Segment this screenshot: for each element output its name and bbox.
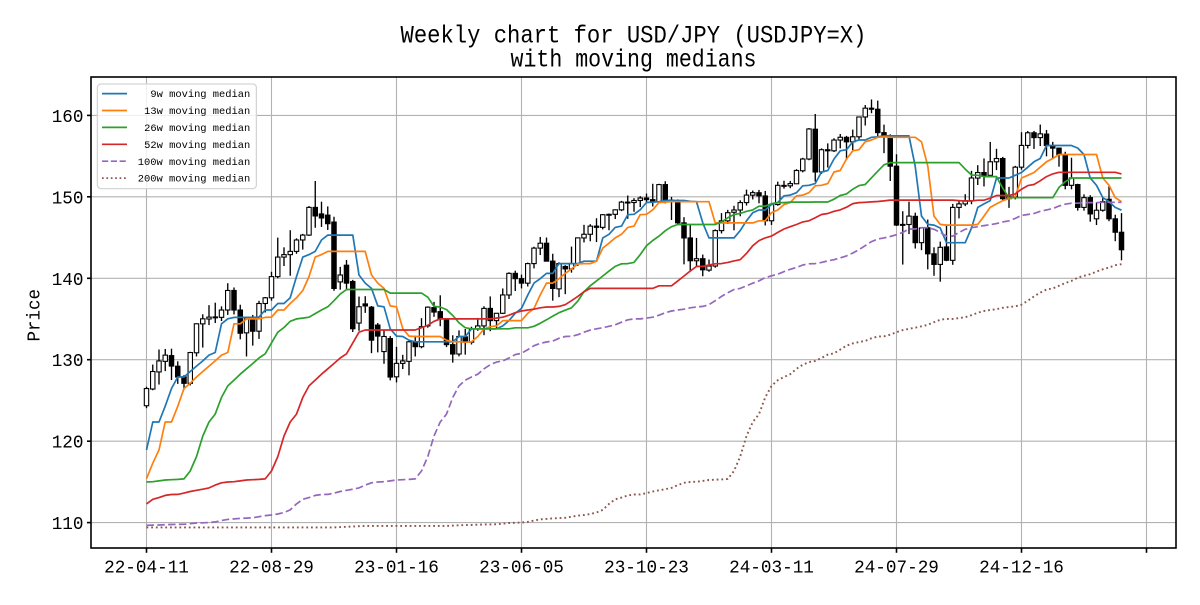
svg-text:22-08-29: 22-08-29 — [229, 558, 314, 578]
svg-text:24-07-29: 24-07-29 — [854, 558, 939, 578]
svg-text:13w moving median: 13w moving median — [144, 106, 250, 118]
svg-text:26w moving median: 26w moving median — [144, 123, 250, 135]
svg-text:with moving medians: with moving medians — [511, 46, 757, 75]
svg-text:130: 130 — [52, 352, 84, 372]
svg-text:160: 160 — [52, 108, 84, 128]
svg-text:24-12-16: 24-12-16 — [979, 558, 1064, 578]
svg-text:52w moving median: 52w moving median — [144, 140, 250, 152]
svg-text:100w moving median: 100w moving median — [138, 157, 251, 169]
svg-text:Weekly chart for USD/JPY (USDJ: Weekly chart for USD/JPY (USDJPY=X) — [401, 22, 867, 51]
svg-text:150: 150 — [52, 189, 84, 209]
svg-text:23-10-23: 23-10-23 — [604, 558, 689, 578]
svg-text:140: 140 — [52, 271, 84, 291]
svg-text:23-01-16: 23-01-16 — [354, 558, 439, 578]
svg-text:9w moving median: 9w moving median — [144, 89, 250, 101]
svg-text:Price: Price — [26, 289, 46, 342]
svg-text:110: 110 — [52, 515, 84, 535]
svg-text:22-04-11: 22-04-11 — [104, 558, 189, 578]
svg-text:24-03-11: 24-03-11 — [729, 558, 814, 578]
svg-text:200w moving median: 200w moving median — [138, 174, 251, 186]
svg-text:23-06-05: 23-06-05 — [479, 558, 564, 578]
svg-text:120: 120 — [52, 434, 84, 454]
